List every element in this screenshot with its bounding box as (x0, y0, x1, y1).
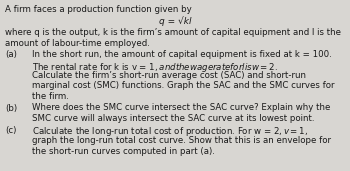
Text: Calculate the long-run total cost of production. For w = $2, v = $1,: Calculate the long-run total cost of pro… (32, 126, 308, 139)
Text: graph the long-run total cost curve. Show that this is an envelope for: graph the long-run total cost curve. Sho… (32, 136, 331, 145)
Text: amount of labour-time employed.: amount of labour-time employed. (5, 38, 150, 48)
Text: (b): (b) (5, 103, 17, 113)
Text: The rental rate for k is v = $1, and the wage rate for l is w = $2.: The rental rate for k is v = $1, and the… (32, 61, 278, 74)
Text: (a): (a) (5, 50, 17, 59)
Text: (c): (c) (5, 126, 16, 135)
Text: Calculate the firm’s short-run average cost (SAC) and short-run: Calculate the firm’s short-run average c… (32, 71, 306, 80)
Text: where q is the output, k is the firm’s amount of capital equipment and l is the: where q is the output, k is the firm’s a… (5, 28, 341, 37)
Text: A firm faces a production function given by: A firm faces a production function given… (5, 5, 192, 14)
Text: Where does the SMC curve intersect the SAC curve? Explain why the: Where does the SMC curve intersect the S… (32, 103, 330, 113)
Text: marginal cost (SMC) functions. Graph the SAC and the SMC curves for: marginal cost (SMC) functions. Graph the… (32, 82, 335, 90)
Text: In the short run, the amount of capital equipment is fixed at k = 100.: In the short run, the amount of capital … (32, 50, 332, 59)
Text: the short-run curves computed in part (a).: the short-run curves computed in part (a… (32, 147, 215, 155)
Text: SMC curve will always intersect the SAC curve at its lowest point.: SMC curve will always intersect the SAC … (32, 114, 315, 123)
Text: the firm.: the firm. (32, 92, 69, 101)
Text: q = √kl: q = √kl (159, 16, 191, 26)
